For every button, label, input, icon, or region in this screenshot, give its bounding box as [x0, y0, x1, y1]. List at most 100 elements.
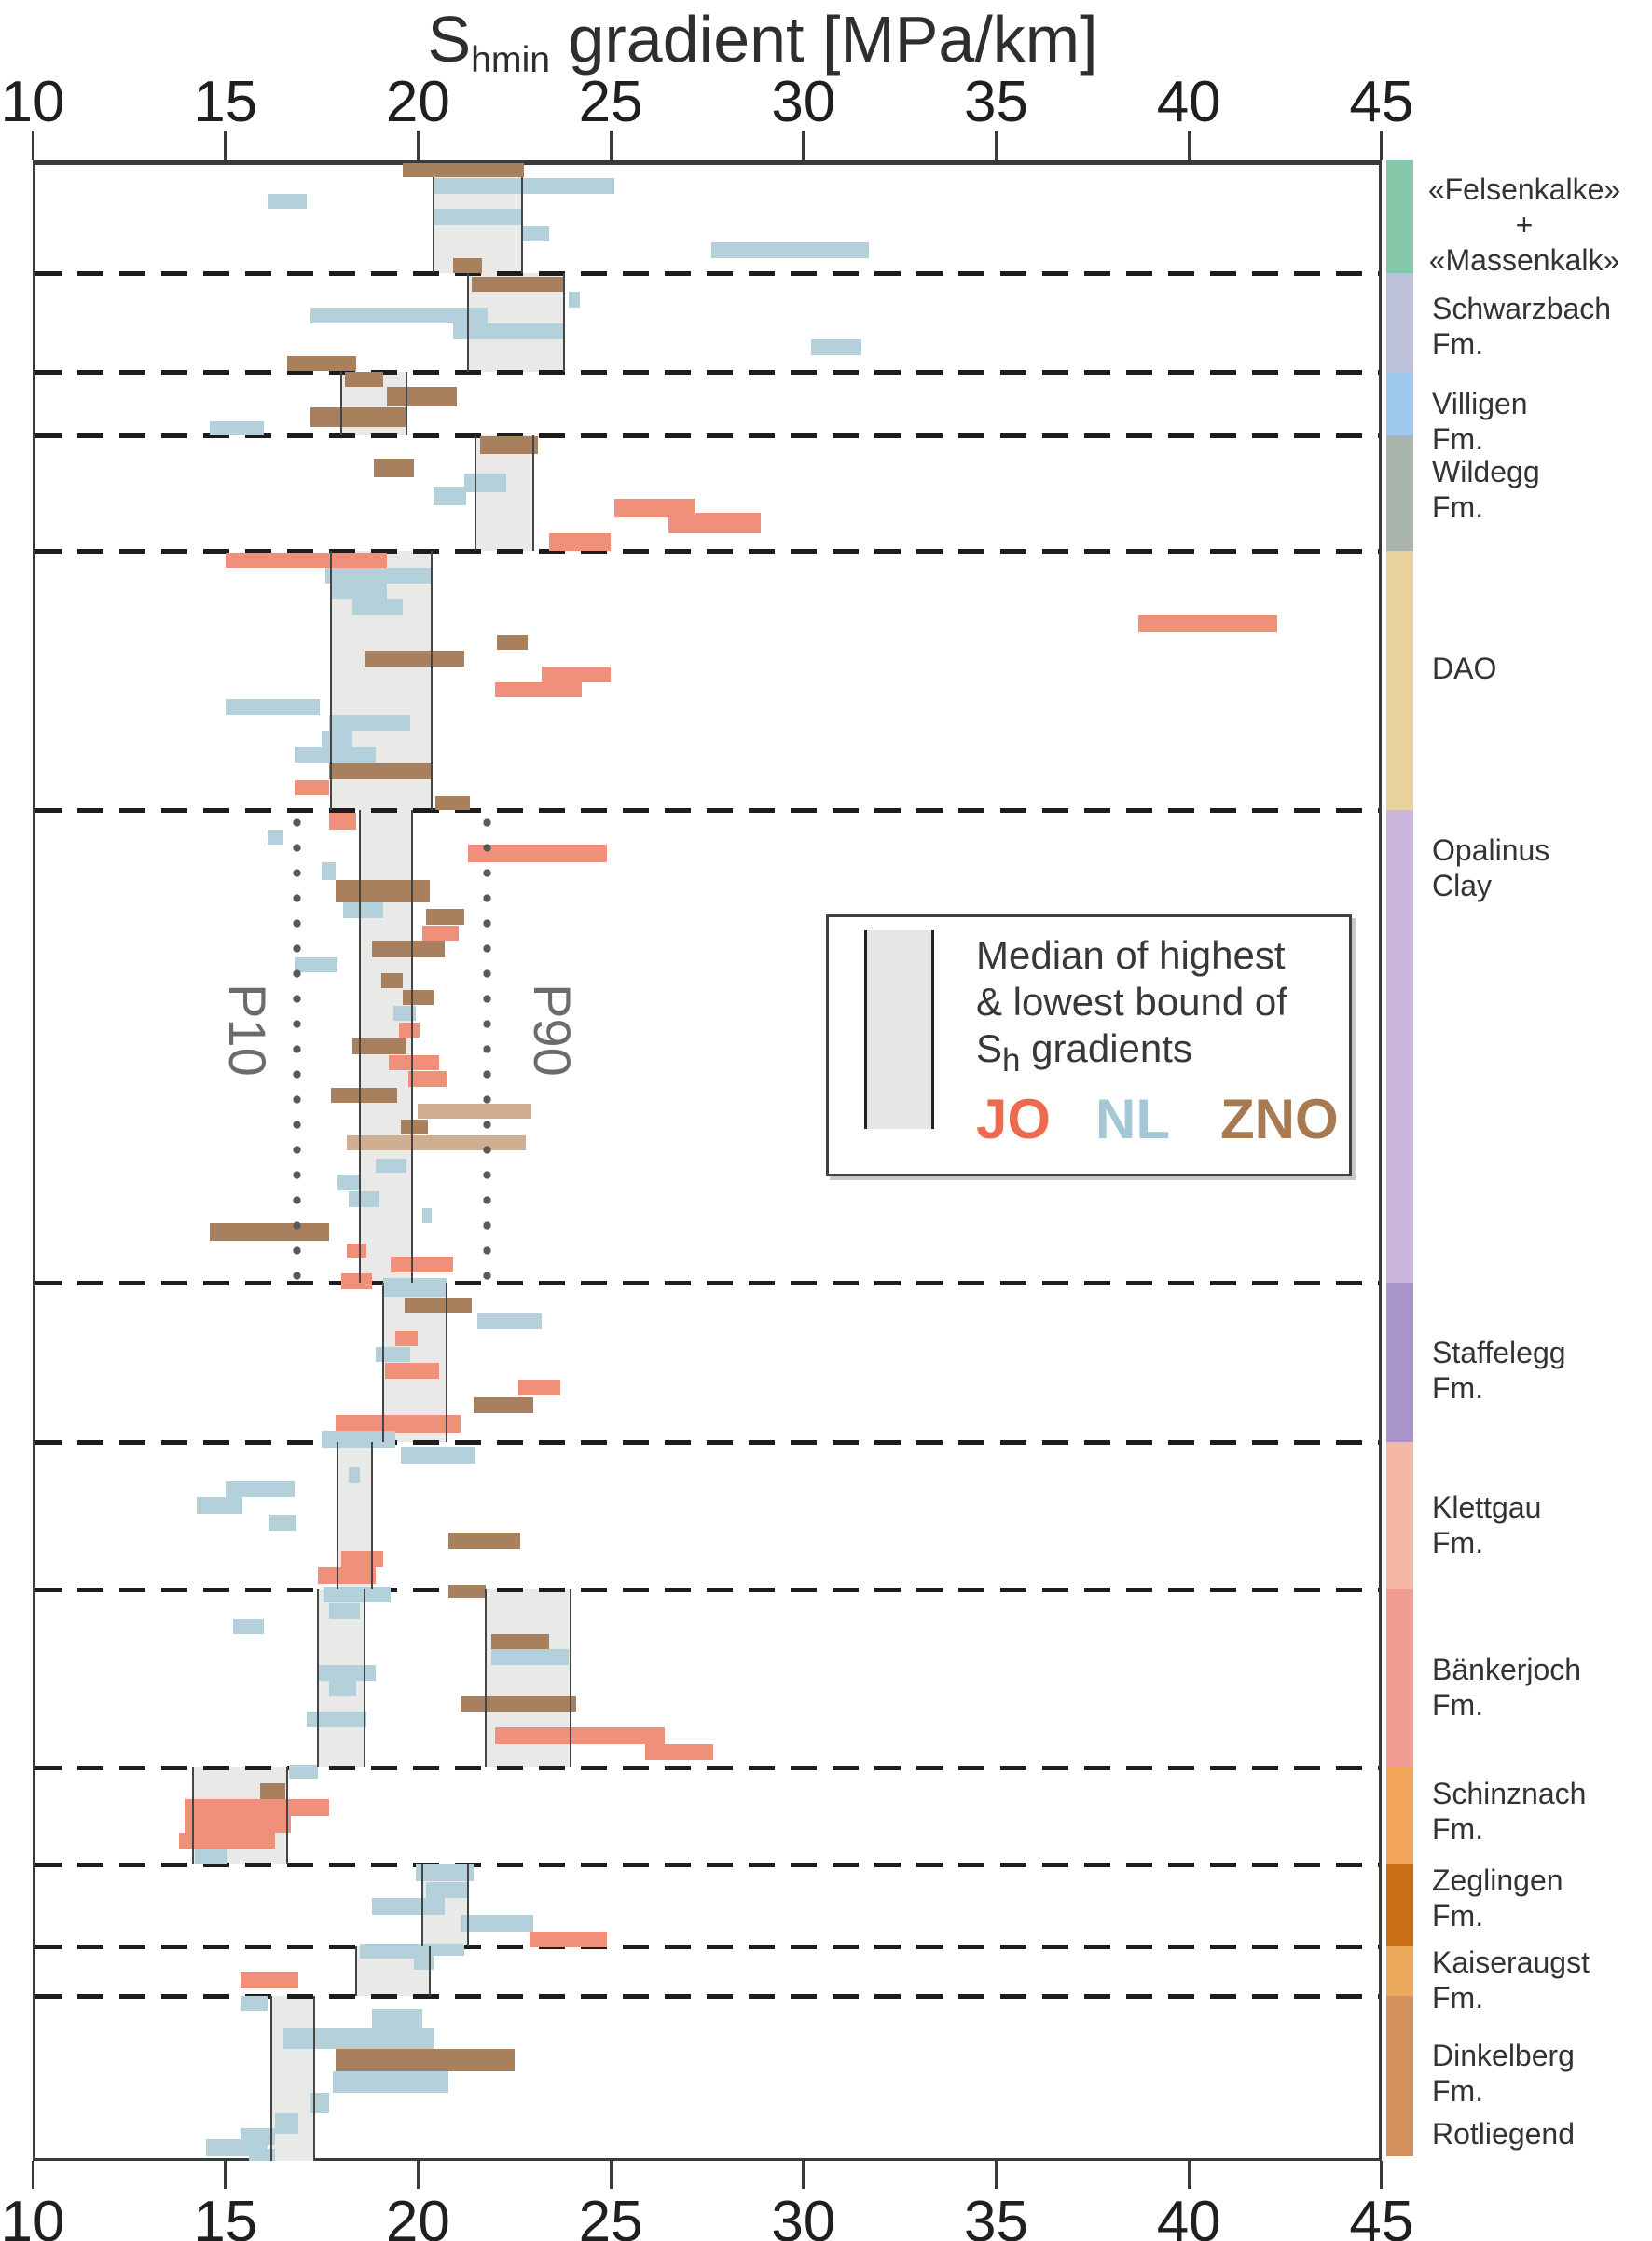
median-box-edge: [370, 1442, 373, 1589]
range-bar-JO: [179, 1833, 276, 1849]
formation-separator-line: [35, 433, 1379, 438]
range-bar-NL: [433, 209, 522, 225]
range-bar-ZNO: [387, 387, 457, 406]
range-bar-ZNO: [497, 635, 529, 650]
range-bar-NL: [421, 1208, 432, 1223]
range-bar-NL: [329, 1681, 357, 1696]
median-box-edge: [312, 1996, 315, 2161]
range-bar-NL: [329, 715, 411, 731]
x-tick-label-top: 25: [578, 70, 643, 134]
range-bar-JO: [668, 513, 762, 533]
formation-label: Staffelegg Fm.: [1432, 1336, 1566, 1405]
x-tick-bottom: [609, 2161, 613, 2189]
range-bar-ZNO: [344, 372, 384, 387]
range-bar-NL: [371, 2009, 422, 2028]
legend-series-nl: NL: [1095, 1088, 1170, 1150]
range-bar-NL: [490, 1649, 569, 1665]
median-box-edge: [563, 273, 566, 372]
formation-label: Rotliegend: [1432, 2117, 1575, 2151]
range-bar-JO: [408, 1071, 447, 1087]
range-bar-NL: [710, 242, 870, 258]
formation-separator-line: [35, 1588, 1379, 1592]
x-tick-top: [224, 131, 227, 160]
median-box-edge: [446, 1283, 448, 1442]
range-bar-NL: [210, 421, 265, 435]
legend-series-zno: ZNO: [1220, 1088, 1339, 1150]
x-tick-label-top: 35: [964, 70, 1028, 134]
formation-label: Zeglingen Fm.: [1432, 1863, 1563, 1932]
range-bar-NL: [225, 1481, 296, 1497]
median-box-swatch: [864, 930, 934, 1129]
range-bar-NL: [375, 1347, 411, 1362]
range-bar-JO: [340, 1273, 372, 1289]
x-tick-top: [31, 131, 34, 160]
range-bar-ZNO: [479, 436, 538, 454]
median-box-edge: [339, 372, 342, 435]
formation-separator-line: [35, 1945, 1379, 1949]
median-box-edge: [405, 372, 407, 435]
range-bar-JO: [317, 1567, 376, 1584]
range-bar-ZNO: [329, 763, 432, 779]
range-bar-JO: [241, 1972, 299, 1988]
x-tick-bottom: [31, 2161, 34, 2189]
range-bar-NL: [232, 1619, 265, 1634]
range-bar-NL: [383, 1278, 447, 1297]
range-bar-JO: [495, 682, 583, 697]
range-bar-JO: [517, 1380, 561, 1395]
range-bar-ZNO: [335, 880, 430, 902]
range-bar-ZNO: [400, 1120, 428, 1134]
legend-line-2: & lowest bound of: [976, 980, 1287, 1024]
range-bar-ZNO: [472, 277, 565, 292]
formation-separator-line: [35, 808, 1379, 813]
range-bar-JO: [385, 1363, 440, 1379]
range-bar-NL: [375, 1159, 406, 1173]
range-bar-NL: [360, 1944, 434, 1959]
range-bar-ZNO: [402, 163, 525, 177]
p90-label: P90: [523, 983, 582, 1077]
range-bar-ZNO: [490, 1634, 549, 1649]
range-bar-JO: [389, 1055, 440, 1070]
range-bar-NL: [329, 1603, 361, 1619]
range-bar-ZNO: [331, 1088, 397, 1103]
median-box-edge: [420, 1864, 423, 1946]
range-bar-ZNO: [448, 1585, 486, 1598]
x-tick-label-bottom: 25: [578, 2190, 643, 2241]
range-bar-ZNO: [452, 258, 482, 273]
legend-series-jo: JO: [976, 1088, 1052, 1150]
median-box-edge: [432, 177, 434, 273]
x-tick-label-top: 15: [193, 70, 258, 134]
range-bar-NL: [416, 1864, 475, 1881]
range-bar-NL: [310, 2093, 330, 2113]
range-bar-NL: [460, 1915, 534, 1932]
range-bar-NL: [196, 1497, 243, 1514]
range-bar-NL: [464, 474, 507, 492]
formation-label: Klettgau Fm.: [1432, 1491, 1542, 1560]
formation-separator-line: [35, 1766, 1379, 1770]
range-bar-JO: [295, 780, 330, 795]
range-bar-NL: [400, 1447, 476, 1464]
range-bar-NL: [348, 1191, 380, 1207]
median-box-edge: [330, 551, 333, 810]
range-bar-NL: [317, 1665, 376, 1681]
range-bar-NL: [433, 1944, 464, 1956]
formation-label: Dinkelberg Fm.: [1432, 2039, 1575, 2108]
legend-line3-rest: gradients: [1020, 1026, 1192, 1070]
range-bar-NL: [295, 957, 337, 972]
formation-band: [1386, 435, 1413, 551]
range-bar-ZNO: [371, 941, 446, 957]
formation-band: [1386, 1767, 1413, 1864]
range-bar-ZNO: [460, 1696, 576, 1712]
range-bar-NL: [425, 1882, 469, 1898]
formation-band: [1386, 1996, 1413, 2156]
range-bar-JO: [185, 1816, 291, 1833]
range-bar-NL: [342, 902, 384, 918]
range-bar-ZNO: [448, 1533, 520, 1549]
title-s: S: [427, 3, 472, 76]
median-box-edge: [191, 1767, 194, 1864]
formation-band: [1386, 1589, 1413, 1767]
range-bar-NL: [477, 1313, 542, 1329]
range-bar-NL: [306, 1712, 366, 1727]
x-tick-label-top: 20: [385, 70, 450, 134]
median-box-edge: [382, 1283, 385, 1442]
